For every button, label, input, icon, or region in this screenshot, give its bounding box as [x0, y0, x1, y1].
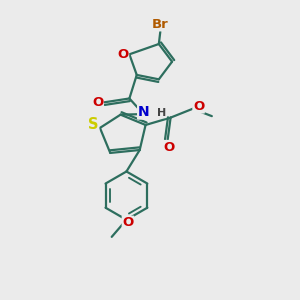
- Text: O: O: [92, 96, 103, 109]
- Text: O: O: [164, 141, 175, 154]
- Text: Br: Br: [152, 18, 169, 31]
- Text: O: O: [122, 216, 134, 229]
- Text: O: O: [193, 100, 204, 113]
- Text: O: O: [117, 48, 128, 61]
- Text: N: N: [138, 105, 149, 119]
- Text: H: H: [157, 108, 166, 118]
- Text: S: S: [88, 118, 99, 133]
